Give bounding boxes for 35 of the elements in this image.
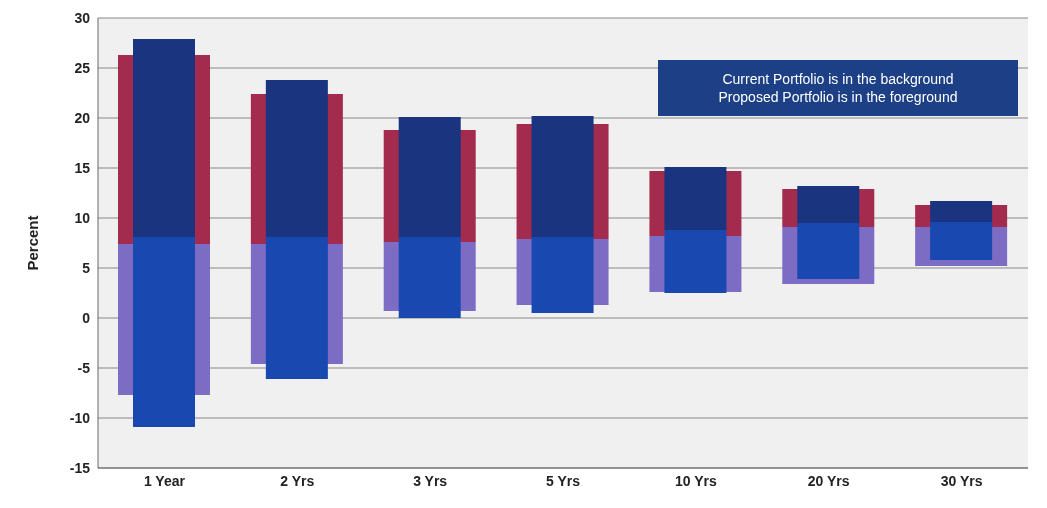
- bar: [797, 186, 860, 223]
- bar: [265, 80, 328, 237]
- annotation: Current Portfolio is in the background: [721, 70, 955, 88]
- y-tick-label: -10: [69, 409, 91, 426]
- bar: [664, 230, 727, 293]
- y-tick-label: 20: [74, 109, 91, 126]
- bar: [930, 222, 993, 260]
- bar: [797, 223, 860, 279]
- bar: [398, 117, 461, 237]
- y-tick-label: -5: [77, 359, 91, 376]
- bar: [531, 116, 594, 237]
- note-box: Current Portfolio is in the background Proposed Portfolio is in the foreground: [658, 60, 1018, 116]
- bar: [398, 237, 461, 318]
- bar: [664, 167, 727, 230]
- bar: [133, 237, 195, 427]
- bar: [265, 237, 328, 379]
- y-tick-label: 15: [74, 159, 91, 176]
- bar: [531, 237, 594, 313]
- annotation: Proposed Portfolio is in the foreground: [717, 88, 959, 106]
- x-tick-label: 30 Yrs: [940, 472, 983, 489]
- x-tick-label: 5 Yrs: [546, 472, 581, 489]
- x-tick-label: 3 Yrs: [413, 472, 448, 489]
- y-tick-label: -15: [69, 459, 91, 476]
- y-tick-label: 5: [82, 259, 91, 276]
- y-tick-label: 30: [74, 9, 91, 26]
- x-tick-label: 20 Yrs: [807, 472, 850, 489]
- x-tick-label: 10 Yrs: [674, 472, 717, 489]
- bar: [930, 201, 993, 222]
- x-tick-label: 2 Yrs: [280, 472, 315, 489]
- y-tick-label: 25: [74, 59, 91, 76]
- y-axis-title: Percent: [24, 215, 42, 271]
- y-tick-label: 10: [74, 209, 91, 226]
- y-tick-label: 0: [82, 309, 91, 326]
- bar: [133, 39, 195, 237]
- x-tick-label: 1 Year: [143, 472, 186, 489]
